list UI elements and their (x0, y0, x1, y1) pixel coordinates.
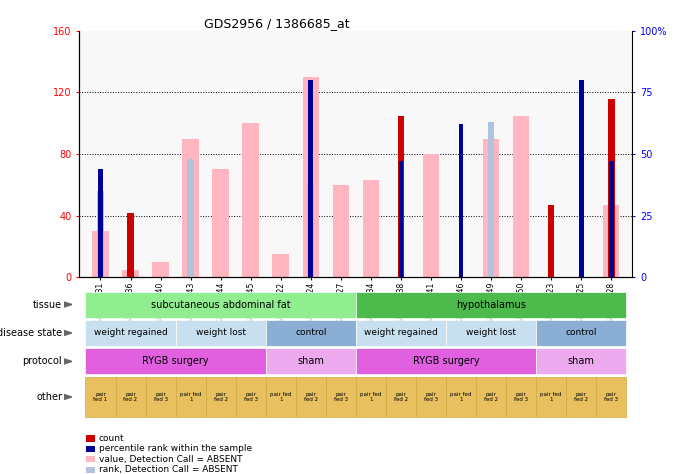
Bar (97, 191, 104, 277)
Text: pair
fed 2: pair fed 2 (484, 392, 498, 402)
Text: control: control (295, 328, 327, 337)
Text: weight regained: weight regained (364, 328, 438, 337)
Text: control: control (565, 328, 597, 337)
Bar (127, 213, 134, 277)
Bar (212, 170, 229, 277)
Text: weight regained: weight regained (94, 328, 167, 337)
Bar (513, 116, 529, 277)
Text: pair
fed 3: pair fed 3 (334, 392, 348, 402)
Text: rank, Detection Call = ABSENT: rank, Detection Call = ABSENT (99, 465, 238, 474)
Text: other: other (36, 392, 62, 402)
Text: pair
fed 3: pair fed 3 (244, 392, 258, 402)
Bar (272, 254, 289, 277)
Bar (399, 162, 404, 277)
Text: GDS2956 / 1386685_at: GDS2956 / 1386685_at (204, 17, 349, 29)
Bar (579, 80, 583, 277)
Polygon shape (64, 359, 72, 364)
Bar (603, 205, 620, 277)
Text: pair
fed 3: pair fed 3 (153, 392, 168, 402)
Bar (488, 122, 494, 277)
Text: count: count (99, 434, 124, 443)
Text: pair fed
1: pair fed 1 (451, 392, 472, 402)
Text: sham: sham (297, 356, 324, 366)
Text: pair
fed 2: pair fed 2 (304, 392, 318, 402)
Bar (98, 169, 103, 277)
Bar (187, 159, 194, 277)
Text: weight lost: weight lost (196, 328, 246, 337)
Bar (243, 123, 259, 277)
Text: pair
fed 2: pair fed 2 (394, 392, 408, 402)
Text: RYGB surgery: RYGB surgery (142, 356, 209, 366)
Bar (332, 185, 349, 277)
Text: percentile rank within the sample: percentile rank within the sample (99, 445, 252, 453)
Bar (92, 231, 108, 277)
Bar (152, 262, 169, 277)
Text: pair fed
1: pair fed 1 (540, 392, 562, 402)
Bar (363, 180, 379, 277)
Bar (459, 125, 464, 277)
Text: pair fed
1: pair fed 1 (180, 392, 201, 402)
Bar (483, 138, 500, 277)
Polygon shape (64, 302, 72, 307)
Text: pair
fed 3: pair fed 3 (424, 392, 438, 402)
Bar (608, 99, 614, 277)
Text: protocol: protocol (23, 356, 62, 366)
Text: tissue: tissue (33, 300, 62, 310)
Bar (307, 183, 314, 277)
Text: disease state: disease state (0, 328, 62, 338)
Text: pair fed
1: pair fed 1 (270, 392, 292, 402)
Bar (308, 80, 313, 277)
Text: pair
fed 2: pair fed 2 (214, 392, 228, 402)
Text: pair
fed 3: pair fed 3 (514, 392, 528, 402)
Text: value, Detection Call = ABSENT: value, Detection Call = ABSENT (99, 455, 243, 464)
Bar (182, 138, 199, 277)
Text: weight lost: weight lost (466, 328, 516, 337)
Text: pair
fed 2: pair fed 2 (574, 392, 588, 402)
Bar (609, 162, 614, 277)
Text: subcutaneous abdominal fat: subcutaneous abdominal fat (151, 300, 290, 310)
Text: pair fed
1: pair fed 1 (360, 392, 381, 402)
Bar (423, 154, 439, 277)
Polygon shape (64, 394, 72, 400)
Text: pair
fed 3: pair fed 3 (604, 392, 618, 402)
Text: pair
fed 1: pair fed 1 (93, 392, 108, 402)
Bar (548, 205, 554, 277)
Text: sham: sham (568, 356, 595, 366)
Bar (397, 116, 404, 277)
Bar (122, 270, 139, 277)
Text: pair
fed 2: pair fed 2 (124, 392, 138, 402)
Bar (303, 77, 319, 277)
Text: RYGB surgery: RYGB surgery (413, 356, 480, 366)
Polygon shape (64, 330, 72, 336)
Text: hypothalamus: hypothalamus (456, 300, 526, 310)
